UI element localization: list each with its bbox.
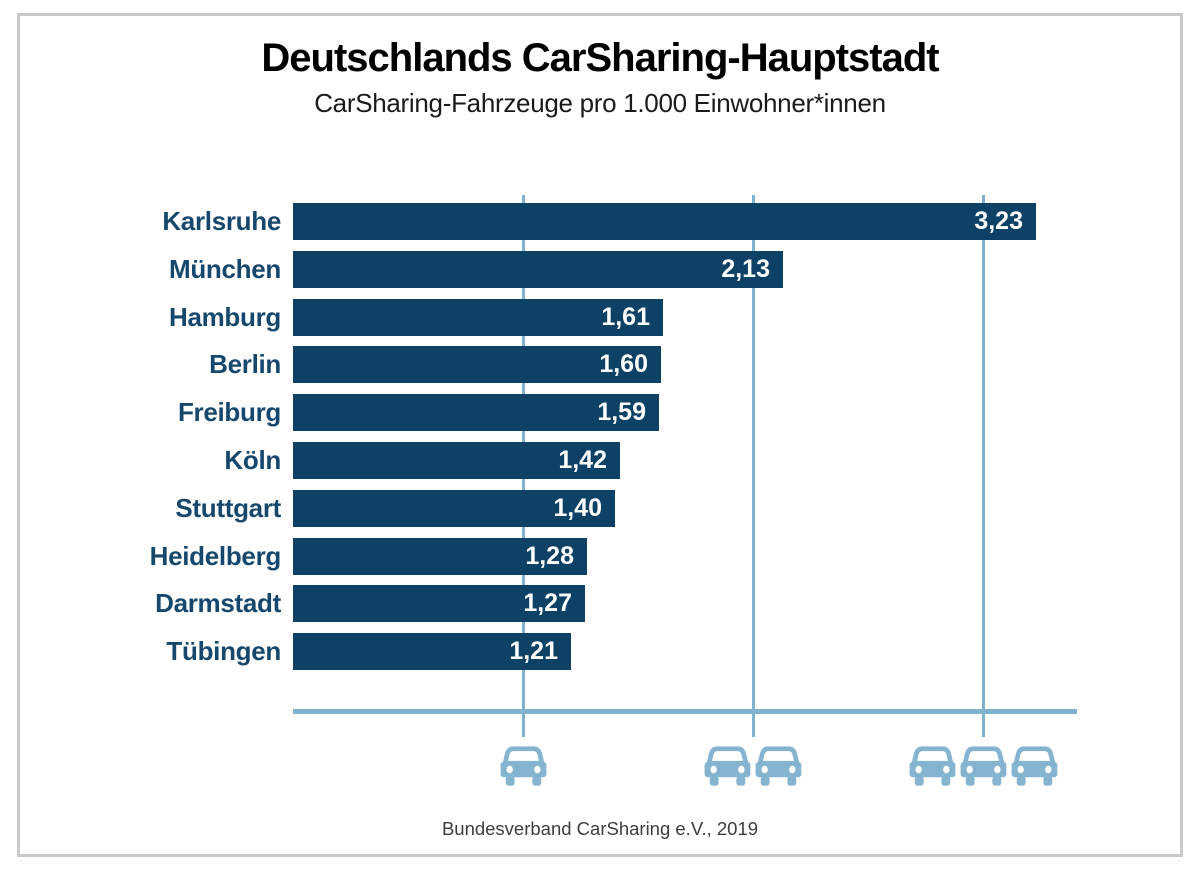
value-label: 2,13	[721, 255, 770, 283]
bar: 1,27	[293, 585, 585, 622]
value-label: 1,42	[558, 446, 607, 474]
value-label: 1,61	[601, 303, 650, 331]
bar: 1,21	[293, 633, 571, 670]
value-label: 1,28	[525, 542, 574, 570]
city-label: Tübingen	[166, 636, 281, 666]
tick-cars-group	[704, 745, 802, 788]
car-icon	[755, 746, 802, 786]
chart-title: Deutschlands CarSharing-Hauptstadt	[261, 36, 939, 80]
bar: 1,59	[293, 394, 659, 431]
car-icon	[500, 746, 547, 786]
bar: 1,42	[293, 442, 620, 479]
value-label: 1,27	[523, 589, 572, 617]
city-label: Heidelberg	[149, 541, 282, 571]
city-label: Freiburg	[177, 397, 281, 427]
tick-cars-group	[500, 745, 547, 788]
value-label: 1,21	[509, 637, 558, 665]
gridline	[981, 195, 985, 737]
gridline	[751, 195, 755, 737]
bar: 1,60	[293, 346, 661, 383]
tick-cars-group	[909, 745, 1058, 788]
bar: 1,28	[293, 538, 587, 575]
city-label: Karlsruhe	[162, 206, 281, 236]
city-label: Darmstadt	[155, 588, 281, 618]
bar: 1,40	[293, 490, 615, 527]
bar: 3,23	[293, 203, 1036, 240]
value-label: 1,40	[553, 494, 602, 522]
city-label: Köln	[224, 445, 281, 475]
city-label: München	[168, 254, 281, 284]
x-axis	[293, 709, 1077, 714]
value-label: 3,23	[974, 207, 1023, 235]
city-label: Berlin	[209, 349, 281, 379]
value-label: 1,59	[597, 398, 646, 426]
chart-subtitle: CarSharing-Fahrzeuge pro 1.000 Einwohner…	[314, 88, 886, 118]
car-icon	[704, 746, 751, 786]
city-label: Stuttgart	[175, 493, 281, 523]
bar: 2,13	[293, 251, 783, 288]
value-label: 1,60	[599, 350, 648, 378]
car-icon	[960, 746, 1007, 786]
bar: 1,61	[293, 299, 663, 336]
car-icon	[909, 746, 956, 786]
car-icon	[1011, 746, 1058, 786]
city-label: Hamburg	[168, 302, 281, 332]
source-caption: Bundesverband CarSharing e.V., 2019	[441, 818, 759, 839]
